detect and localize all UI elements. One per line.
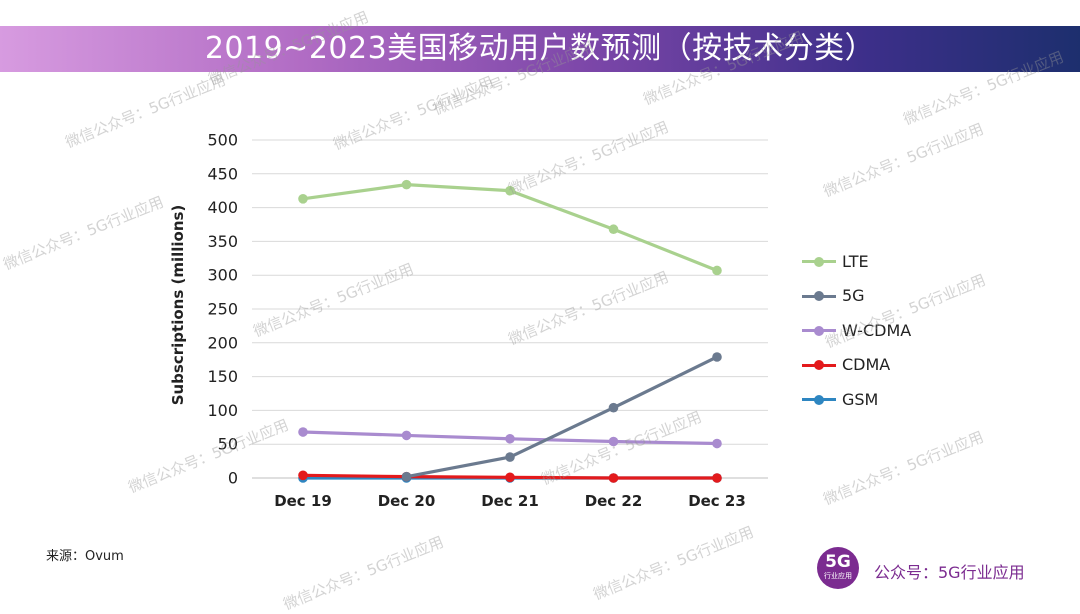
title-banner	[0, 26, 1080, 72]
y-tick-label: 450	[207, 164, 238, 183]
legend-item-5g: 5G	[802, 279, 911, 314]
legend-label: GSM	[842, 389, 879, 409]
data-point-cdma	[712, 473, 722, 483]
legend-label: 5G	[842, 286, 865, 306]
y-tick-label: 300	[207, 266, 238, 285]
y-tick-label: 250	[207, 300, 238, 319]
y-tick-label: 400	[207, 198, 238, 217]
data-point-cdma	[608, 473, 619, 483]
data-point-cdma	[505, 472, 515, 483]
data-point-lte	[608, 224, 619, 235]
data-point-w-cdma	[401, 430, 412, 441]
y-tick-label: 150	[207, 367, 238, 386]
y-tick-label: 350	[207, 232, 238, 251]
series-line-lte	[301, 183, 719, 273]
chart-axes: 0 50 100 150 200 250 300 350 400 450 500 Dec 19 Dec …	[207, 131, 768, 510]
y-tick-label: 0	[228, 469, 238, 488]
data-point-w-cdma	[298, 427, 308, 437]
legend-swatch	[802, 387, 836, 411]
legend-label: W-CDMA	[842, 320, 912, 340]
chart-series	[298, 179, 722, 483]
x-tick-label: Dec 22	[585, 492, 643, 510]
data-point-5g	[401, 471, 412, 482]
x-tick-label: Dec 23	[688, 492, 746, 510]
y-tick-label: 100	[207, 401, 238, 420]
chart-gridlines	[252, 139, 768, 479]
series-line-5g	[404, 355, 719, 479]
brand-logo: 5G 行业应用	[817, 547, 859, 589]
brand-logo-main: 5G	[825, 552, 851, 572]
data-point-lte	[712, 265, 722, 276]
x-tick-label: Dec 21	[481, 492, 539, 510]
legend-label: LTE	[842, 251, 869, 271]
legend-item-gsm: GSM	[802, 382, 911, 417]
data-point-5g	[505, 452, 515, 462]
legend-swatch	[802, 284, 836, 308]
legend-label: CDMA	[842, 355, 891, 375]
brand-logo-sub: 行业应用	[824, 572, 852, 580]
data-point-lte	[401, 179, 412, 190]
data-point-5g	[608, 402, 619, 413]
x-tick-label: Dec 19	[274, 492, 332, 510]
y-tick-label: 200	[207, 333, 238, 352]
legend-item-w-cdma: W-CDMA	[802, 313, 911, 348]
data-point-cdma	[298, 470, 308, 481]
data-point-lte	[298, 194, 308, 204]
legend-item-lte: LTE	[802, 244, 911, 279]
data-point-w-cdma	[505, 433, 515, 444]
data-point-w-cdma	[608, 436, 619, 447]
page-title: 2019~2023美国移动用户数预测（按技术分类）	[204, 31, 876, 66]
chart-legend: LTE 5G W-CDMA CDMA GSM	[802, 244, 911, 417]
brand-account-name: 公众号：5G行业应用	[874, 563, 1025, 582]
data-point-w-cdma	[712, 438, 722, 449]
legend-swatch	[802, 249, 836, 273]
data-point-5g	[712, 352, 722, 362]
y-tick-label: 500	[207, 131, 238, 150]
y-axis-label: Subscriptions (millions)	[169, 205, 187, 406]
y-tick-label: 50	[218, 435, 238, 454]
data-point-lte	[505, 185, 515, 196]
x-tick-label: Dec 20	[378, 492, 436, 510]
legend-swatch	[802, 318, 836, 342]
legend-item-cdma: CDMA	[802, 348, 911, 383]
legend-swatch	[802, 353, 836, 377]
source-note: 来源：Ovum	[46, 549, 124, 564]
